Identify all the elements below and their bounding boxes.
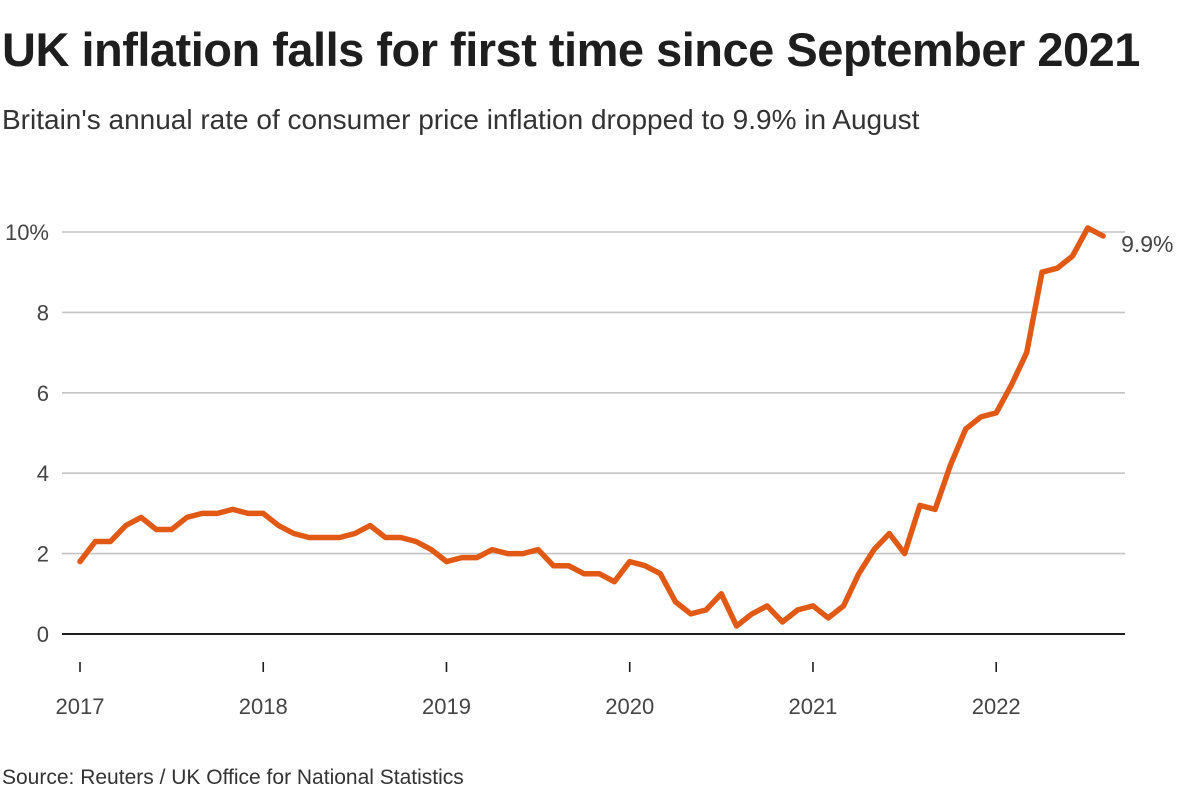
y-tick-label: 10% xyxy=(5,220,49,245)
y-tick-label: 6 xyxy=(37,381,49,406)
y-tick-label: 0 xyxy=(37,622,49,647)
y-axis-ticks: 0 2 4 6 8 10% xyxy=(5,220,49,647)
y-tick-label: 4 xyxy=(37,461,49,486)
x-tick-label: 2019 xyxy=(422,694,471,719)
end-value-label: 9.9% xyxy=(1121,231,1173,257)
x-tick-label: 2021 xyxy=(788,694,837,719)
x-tick-label: 2018 xyxy=(239,694,288,719)
series-layer xyxy=(77,225,1106,629)
y-tick-label: 2 xyxy=(37,542,49,567)
y-tick-label: 8 xyxy=(37,300,49,325)
x-tick-label: 2022 xyxy=(972,694,1021,719)
x-axis-ticks: 2017 2018 2019 2020 2021 2022 xyxy=(56,662,1021,719)
source-note: Source: Reuters / UK Office for National… xyxy=(2,766,464,789)
x-tick-label: 2020 xyxy=(605,694,654,719)
chart-subtitle: Britain's annual rate of consumer price … xyxy=(2,104,920,135)
series-line xyxy=(77,225,1106,629)
x-tick-label: 2017 xyxy=(56,694,105,719)
chart-title: UK inflation falls for first time since … xyxy=(2,23,1140,76)
